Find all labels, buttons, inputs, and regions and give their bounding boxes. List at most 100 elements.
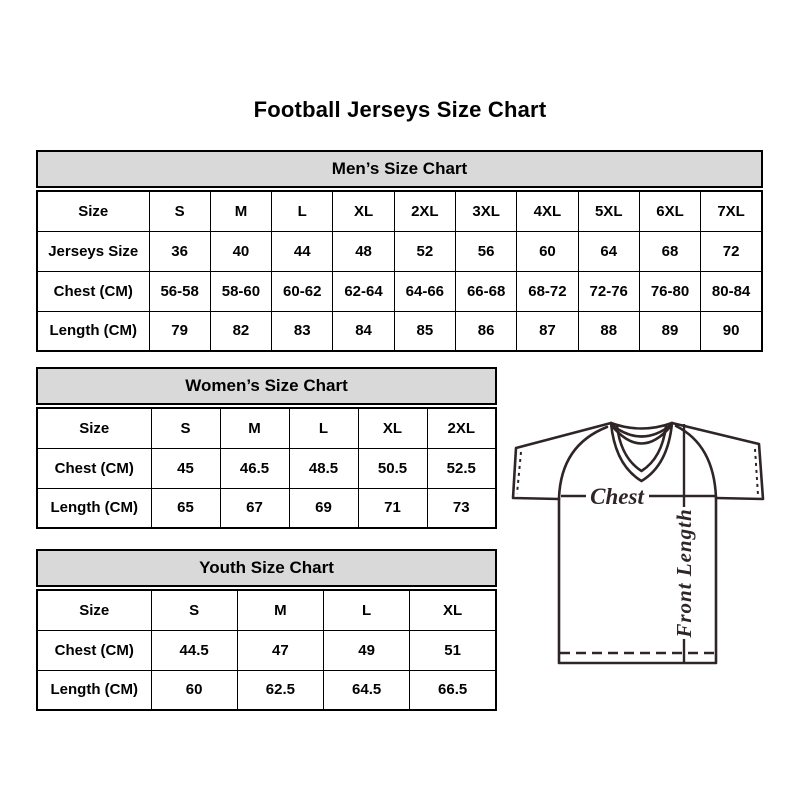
front-length-label: Front Length: [672, 508, 696, 638]
table-cell: 73: [426, 487, 497, 529]
table-cell: 52: [393, 230, 456, 272]
table-cell: XL: [409, 589, 497, 631]
table-cell: L: [271, 190, 334, 232]
table-cell: 88: [577, 310, 640, 352]
table-cell: 51: [409, 629, 497, 671]
womens-chart-title: Women’s Size Chart: [36, 367, 497, 405]
youth-size-table: Size S M L XL Chest (CM) 44.5 47 49 51 L…: [36, 589, 497, 711]
jersey-outline: [511, 421, 613, 501]
table-row: Jerseys Size 36 40 44 48 52 56 60 64 68 …: [36, 230, 763, 272]
table-cell: 5XL: [577, 190, 640, 232]
table-cell: L: [322, 589, 411, 631]
table-cell: 76-80: [638, 270, 702, 312]
table-row: Chest (CM) 45 46.5 48.5 50.5 52.5: [36, 447, 497, 489]
womens-size-chart: Women’s Size Chart Size S M L XL 2XL Che…: [36, 367, 497, 529]
table-cell: 89: [638, 310, 702, 352]
row-label-cell: Size: [36, 407, 152, 449]
page-title: Football Jerseys Size Chart: [253, 97, 547, 122]
table-cell: 64: [577, 230, 640, 272]
mens-size-chart: Men’s Size Chart Size S M L XL 2XL 3XL 4…: [36, 150, 763, 352]
table-cell: 68: [638, 230, 702, 272]
table-cell: 49: [322, 629, 411, 671]
table-cell: M: [219, 407, 290, 449]
table-cell: 86: [454, 310, 518, 352]
table-cell: S: [150, 407, 221, 449]
table-cell: 64.5: [322, 669, 411, 711]
table-cell: 66-68: [454, 270, 518, 312]
table-cell: S: [148, 190, 211, 232]
table-cell: 60: [516, 230, 579, 272]
table-cell: M: [209, 190, 273, 232]
table-cell: 50.5: [357, 447, 428, 489]
table-cell: 7XL: [700, 190, 763, 232]
table-cell: 87: [516, 310, 579, 352]
table-cell: 52.5: [426, 447, 497, 489]
table-row: Size S M L XL 2XL 3XL 4XL 5XL 6XL 7XL: [36, 190, 763, 232]
table-cell: 44.5: [150, 629, 238, 671]
table-cell: 36: [148, 230, 211, 272]
table-row: Length (CM) 79 82 83 84 85 86 87 88 89 9…: [36, 310, 763, 352]
table-cell: 45: [150, 447, 221, 489]
table-cell: 84: [332, 310, 395, 352]
table-cell: 2XL: [426, 407, 497, 449]
table-cell: 65: [150, 487, 221, 529]
table-cell: 56: [454, 230, 518, 272]
table-cell: 56-58: [148, 270, 211, 312]
mens-size-table: Size S M L XL 2XL 3XL 4XL 5XL 6XL 7XL Je…: [36, 190, 763, 352]
table-row: Length (CM) 65 67 69 71 73: [36, 487, 497, 529]
cuff-stitch-line: [754, 448, 759, 496]
table-cell: 62.5: [236, 669, 325, 711]
jersey-armhole-seam: [674, 424, 718, 500]
jersey-measurement-diagram: Chest Front Length: [511, 421, 765, 665]
mens-chart-title: Men’s Size Chart: [36, 150, 763, 188]
table-cell: 72: [700, 230, 763, 272]
table-cell: XL: [357, 407, 428, 449]
table-cell: 60-62: [271, 270, 334, 312]
table-cell: S: [150, 589, 238, 631]
table-cell: 85: [393, 310, 456, 352]
table-cell: L: [288, 407, 359, 449]
table-cell: 72-76: [577, 270, 640, 312]
table-cell: 66.5: [409, 669, 497, 711]
youth-chart-title: Youth Size Chart: [36, 549, 497, 587]
table-cell: XL: [332, 190, 395, 232]
table-cell: 69: [288, 487, 359, 529]
table-cell: 64-66: [393, 270, 456, 312]
table-cell: 67: [219, 487, 290, 529]
table-cell: 48.5: [288, 447, 359, 489]
row-label-cell: Jerseys Size: [36, 230, 150, 272]
chest-label: Chest: [590, 484, 644, 509]
table-cell: 48: [332, 230, 395, 272]
table-cell: 44: [271, 230, 334, 272]
table-row: Size S M L XL 2XL: [36, 407, 497, 449]
cuff-stitch-line: [516, 451, 522, 495]
table-cell: 79: [148, 310, 211, 352]
table-cell: 58-60: [209, 270, 273, 312]
table-cell: 60: [150, 669, 238, 711]
row-label-cell: Length (CM): [36, 310, 150, 352]
row-label-cell: Chest (CM): [36, 270, 150, 312]
table-row: Chest (CM) 44.5 47 49 51: [36, 629, 497, 671]
table-cell: 3XL: [454, 190, 518, 232]
table-cell: 90: [700, 310, 763, 352]
table-cell: 46.5: [219, 447, 290, 489]
table-cell: 4XL: [516, 190, 579, 232]
row-label-cell: Size: [36, 589, 152, 631]
jersey-outline: [670, 421, 765, 501]
table-cell: 82: [209, 310, 273, 352]
table-row: Chest (CM) 56-58 58-60 60-62 62-64 64-66…: [36, 270, 763, 312]
youth-size-chart: Youth Size Chart Size S M L XL Chest (CM…: [36, 549, 497, 711]
table-cell: 6XL: [638, 190, 702, 232]
table-row: Length (CM) 60 62.5 64.5 66.5: [36, 669, 497, 711]
jersey-collar: [609, 421, 674, 430]
table-cell: 62-64: [332, 270, 395, 312]
table-cell: 80-84: [700, 270, 763, 312]
table-cell: 2XL: [393, 190, 456, 232]
jersey-collar: [615, 424, 668, 473]
row-label-cell: Chest (CM): [36, 447, 152, 489]
table-cell: 40: [209, 230, 273, 272]
jersey-outline: [557, 497, 718, 665]
table-cell: 47: [236, 629, 325, 671]
table-cell: 71: [357, 487, 428, 529]
